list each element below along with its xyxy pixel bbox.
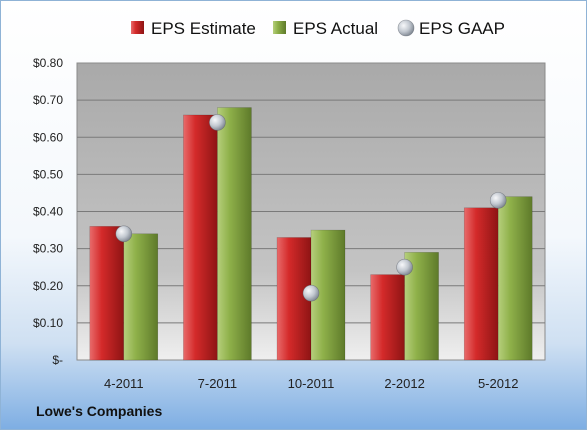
y-tick-label: $0.70 [33,93,63,107]
y-tick-label: $- [52,353,63,367]
y-tick-label: $0.60 [33,130,63,144]
eps-estimate-bar [370,274,405,361]
eps-actual-bar [217,107,252,361]
eps-gaap-marker [302,284,320,302]
legend-swatch [131,21,144,34]
eps-gaap-marker [209,114,226,131]
eps-actual-bar [123,233,159,361]
eps-estimate-bar [463,207,499,361]
y-tick-label: $0.30 [33,242,63,256]
gaap-markers [115,114,507,302]
x-category-label: 5-2012 [478,376,518,391]
x-axis-labels: 4-2011 7-2011 10-2011 2-2012 5-2012 [104,376,518,391]
eps-gaap-marker [489,192,507,209]
legend-label: EPS GAAP [419,19,505,38]
legend-label: EPS Estimate [151,19,256,38]
y-axis-ticks: $- $0.10 $0.20 $0.30 $0.40 $0.50 $0.60 $0.70 $0.… [33,56,63,367]
legend: EPS Estimate EPS Actual EPS GAAP [131,19,505,38]
legend-swatch [273,21,286,34]
eps-gaap-marker [115,225,133,243]
company-name: Lowe's Companies [36,403,163,419]
y-tick-label: $0.20 [33,279,63,293]
eps-estimate-bar [89,226,125,361]
y-tick-label: $0.80 [33,56,63,70]
eps-estimate-bar [183,114,218,361]
eps-gaap-marker [396,258,413,276]
x-category-label: 2-2012 [384,376,424,391]
legend-swatch [397,19,415,37]
x-category-label: 4-2011 [104,376,144,391]
y-tick-label: $0.50 [33,167,63,181]
eps-chart: $- $0.10 $0.20 $0.30 $0.40 $0.50 $0.60 $0.70 $0.… [33,19,546,391]
x-category-label: 10-2011 [288,376,335,391]
bars [89,107,533,361]
legend-label: EPS Actual [293,19,378,38]
eps-actual-bar [497,196,533,361]
x-category-label: 7-2011 [198,376,238,391]
y-tick-label: $0.40 [33,205,63,219]
y-tick-label: $0.10 [33,316,63,330]
